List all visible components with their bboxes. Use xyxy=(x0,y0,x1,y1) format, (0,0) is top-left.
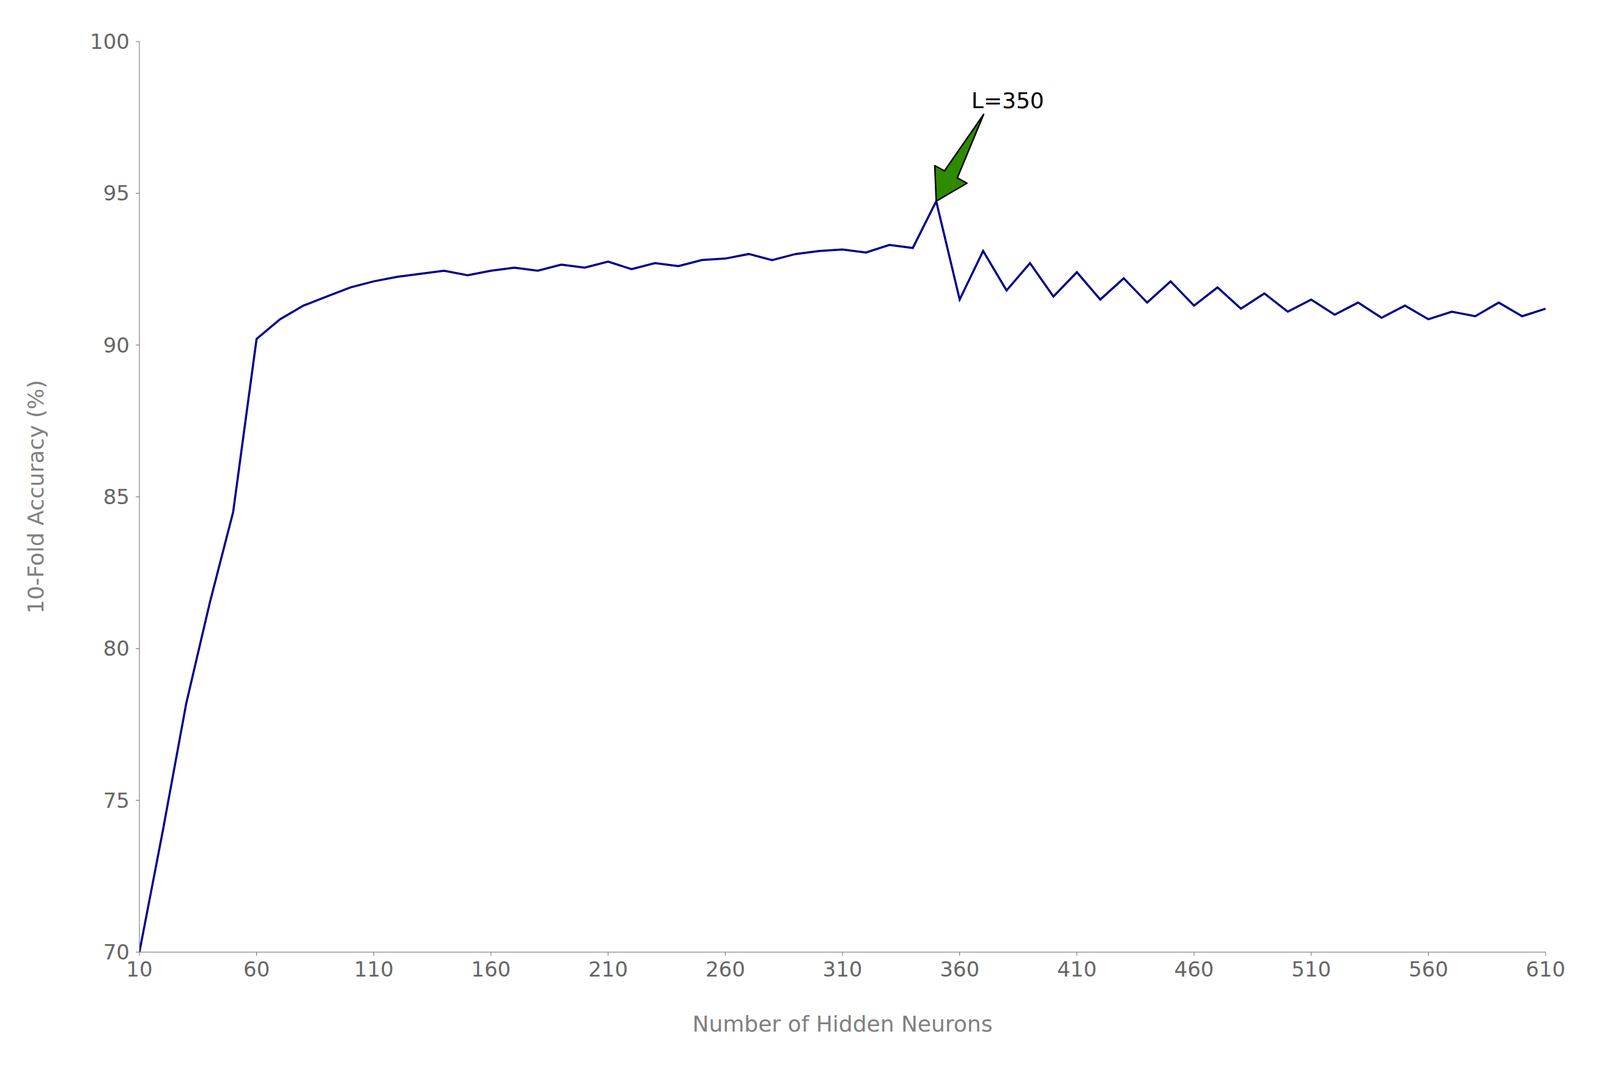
svg-text:510: 510 xyxy=(1291,957,1331,982)
svg-text:Number of Hidden Neurons: Number of Hidden Neurons xyxy=(692,1011,993,1037)
svg-text:75: 75 xyxy=(103,788,130,814)
svg-text:90: 90 xyxy=(103,333,130,358)
svg-text:160: 160 xyxy=(471,957,512,982)
svg-text:85: 85 xyxy=(103,484,130,510)
svg-text:L=350: L=350 xyxy=(971,88,1045,114)
svg-text:310: 310 xyxy=(822,957,863,982)
svg-text:410: 410 xyxy=(1057,957,1097,982)
svg-text:260: 260 xyxy=(705,957,746,982)
svg-text:70: 70 xyxy=(103,940,130,965)
svg-text:210: 210 xyxy=(588,957,628,982)
svg-text:100: 100 xyxy=(89,29,130,54)
svg-text:10-Fold Accuracy (%): 10-Fold Accuracy (%) xyxy=(23,380,49,615)
svg-text:95: 95 xyxy=(103,180,130,206)
svg-text:560: 560 xyxy=(1408,957,1449,982)
svg-text:60: 60 xyxy=(243,957,270,982)
svg-text:10: 10 xyxy=(125,957,153,982)
svg-text:460: 460 xyxy=(1174,957,1215,982)
svg-text:610: 610 xyxy=(1526,957,1566,982)
svg-text:360: 360 xyxy=(939,957,980,982)
svg-text:80: 80 xyxy=(103,636,130,661)
svg-text:110: 110 xyxy=(353,957,394,982)
